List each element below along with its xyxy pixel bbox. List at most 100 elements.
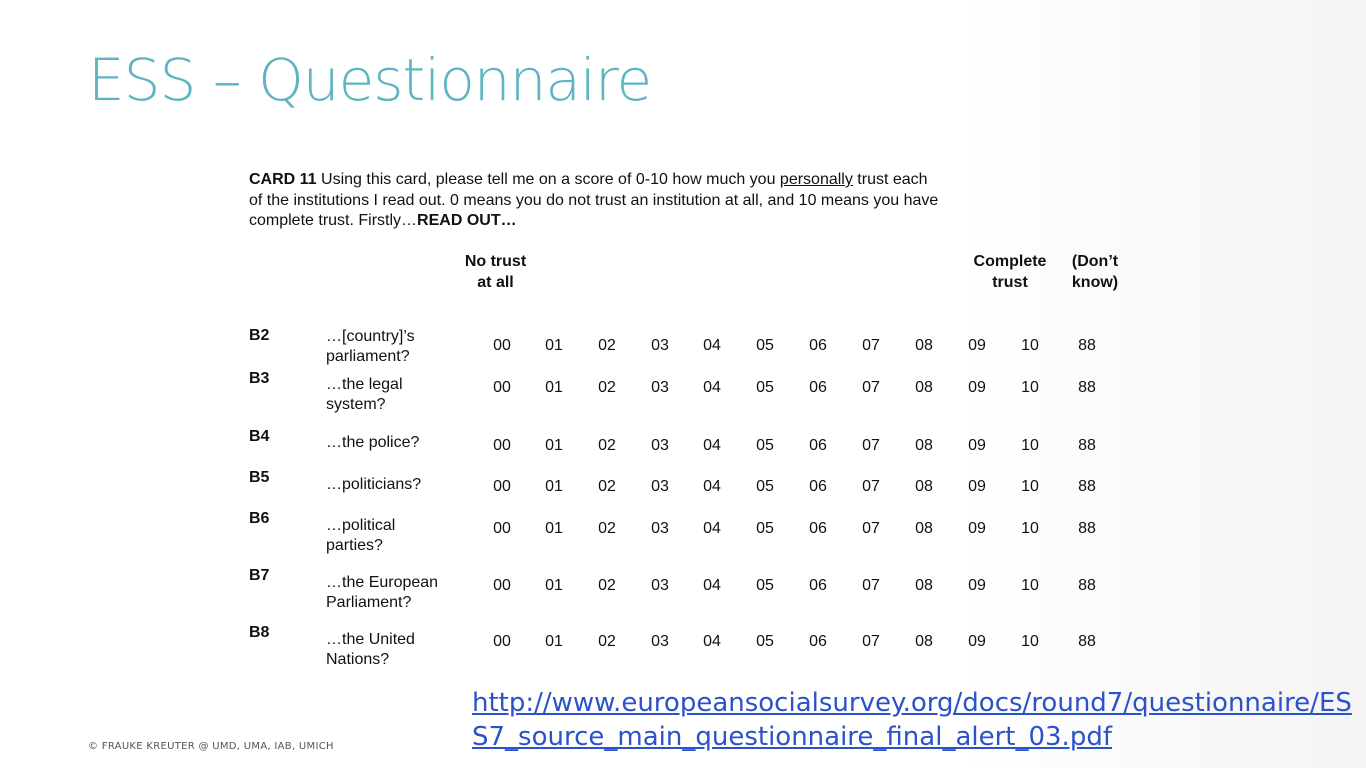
header-complete-line1: Complete (973, 253, 1047, 270)
scale-value: 04 (703, 437, 721, 454)
scale-value: 06 (809, 633, 827, 650)
item-label: …the legal system? (326, 375, 466, 415)
item-label-line2: system? (326, 396, 386, 413)
scale-value: 04 (703, 577, 721, 594)
scale-value: 10 (1021, 577, 1039, 594)
scale-value: 08 (915, 577, 933, 594)
item-label-line2: parliament? (326, 348, 410, 365)
item-code: B7 (249, 567, 270, 584)
scale-value: 09 (968, 520, 986, 537)
header-dont-know: (Don’t know) (1062, 251, 1128, 293)
scale-value: 03 (651, 478, 669, 495)
scale-value: 88 (1078, 379, 1096, 396)
item-label-line1: …politicians? (326, 476, 422, 493)
scale-value: 88 (1078, 633, 1096, 650)
scale-value: 10 (1021, 379, 1039, 396)
scale-value: 88 (1078, 577, 1096, 594)
intro-emphasis: personally (779, 171, 853, 188)
read-out-label: READ OUT… (417, 212, 517, 229)
header-dk-line1: (Don’t (1071, 253, 1119, 270)
scale-value: 06 (809, 337, 827, 354)
scale-value: 05 (756, 478, 774, 495)
scale-value: 09 (968, 379, 986, 396)
item-code: B4 (249, 428, 270, 445)
header-dk-line2: know) (1071, 274, 1119, 291)
intro-text-2: trust each of the institutions I read ou… (249, 171, 939, 229)
scale-value: 02 (598, 379, 616, 396)
scale-value: 06 (809, 478, 827, 495)
copyright-footer: © FRAUKE KREUTER @ UMD, UMA, IAB, UMICH (88, 741, 334, 752)
scale-value: 02 (598, 577, 616, 594)
header-complete-trust: Complete trust (962, 251, 1058, 293)
scale-value: 08 (915, 337, 933, 354)
scale-value: 07 (862, 337, 880, 354)
scale-value: 02 (598, 437, 616, 454)
scale-value: 03 (651, 577, 669, 594)
item-code: B3 (249, 370, 270, 387)
item-label-line2: Parliament? (326, 594, 412, 611)
scale-value: 88 (1078, 337, 1096, 354)
scale-value: 01 (545, 337, 563, 354)
item-label-line2: Nations? (326, 651, 390, 668)
scale-value: 06 (809, 437, 827, 454)
scale-value: 88 (1078, 437, 1096, 454)
scale-value: 04 (703, 478, 721, 495)
item-label-line1: …the legal (326, 376, 403, 393)
scale-value: 05 (756, 520, 774, 537)
scale-value: 04 (703, 633, 721, 650)
item-label: …politicians? (326, 475, 466, 495)
scale-value: 05 (756, 577, 774, 594)
item-label-line1: …the United (326, 631, 415, 648)
scale-value: 05 (756, 379, 774, 396)
item-label-line1: …[country]’s (326, 328, 415, 345)
card-label: CARD 11 (249, 171, 317, 188)
scale-value: 05 (756, 437, 774, 454)
scale-value: 00 (493, 633, 511, 650)
scale-value: 01 (545, 520, 563, 537)
scale-value: 10 (1021, 437, 1039, 454)
scale-value: 07 (862, 478, 880, 495)
scale-value: 05 (756, 633, 774, 650)
scale-value: 07 (862, 437, 880, 454)
item-label: …[country]’s parliament? (326, 327, 466, 367)
scale-value: 03 (651, 520, 669, 537)
scale-value: 06 (809, 379, 827, 396)
item-label-line1: …political (326, 517, 396, 534)
scale-value: 01 (545, 437, 563, 454)
item-label: …the police? (326, 433, 466, 453)
item-label-line1: …the European (326, 574, 439, 591)
scale-value: 03 (651, 437, 669, 454)
item-code: B5 (249, 469, 270, 486)
scale-value: 02 (598, 633, 616, 650)
source-link[interactable]: http://www.europeansocialsurvey.org/docs… (472, 688, 1352, 752)
scale-value: 03 (651, 379, 669, 396)
scale-value: 08 (915, 379, 933, 396)
scale-value: 01 (545, 478, 563, 495)
scale-value: 00 (493, 437, 511, 454)
scale-value: 05 (756, 337, 774, 354)
scale-value: 04 (703, 337, 721, 354)
item-code: B8 (249, 624, 270, 641)
scale-value: 07 (862, 520, 880, 537)
intro-text-1: Using this card, please tell me on a sco… (316, 171, 780, 188)
scale-value: 03 (651, 633, 669, 650)
item-label-line2: parties? (326, 537, 383, 554)
scale-value: 07 (862, 633, 880, 650)
scale-value: 00 (493, 379, 511, 396)
scale-value: 07 (862, 379, 880, 396)
scale-value: 10 (1021, 478, 1039, 495)
scale-value: 00 (493, 520, 511, 537)
scale-value: 01 (545, 577, 563, 594)
scale-value: 02 (598, 520, 616, 537)
scale-value: 10 (1021, 633, 1039, 650)
item-label: …political parties? (326, 516, 466, 556)
scale-value: 01 (545, 633, 563, 650)
header-no-trust: No trust at all (448, 251, 543, 293)
item-code: B2 (249, 327, 270, 344)
scale-value: 10 (1021, 520, 1039, 537)
scale-value: 02 (598, 337, 616, 354)
scale-value: 09 (968, 633, 986, 650)
scale-value: 03 (651, 337, 669, 354)
scale-value: 04 (703, 379, 721, 396)
